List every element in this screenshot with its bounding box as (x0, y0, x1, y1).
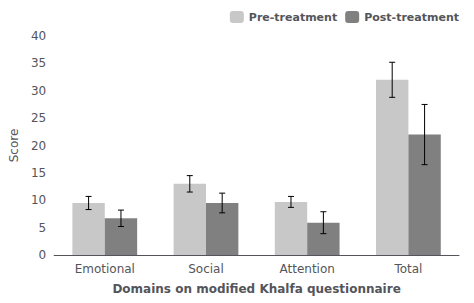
svg-text:Total: Total (393, 262, 422, 276)
svg-text:25: 25 (31, 111, 46, 125)
svg-text:0: 0 (39, 248, 47, 262)
svg-text:5: 5 (39, 221, 47, 235)
svg-text:Domains on modified Khalfa que: Domains on modified Khalfa questionnaire (112, 282, 400, 296)
svg-text:Score: Score (7, 129, 21, 163)
svg-text:40: 40 (31, 29, 46, 43)
svg-text:Emotional: Emotional (75, 262, 135, 276)
svg-text:20: 20 (31, 139, 46, 153)
svg-text:10: 10 (31, 193, 46, 207)
svg-text:30: 30 (31, 84, 46, 98)
svg-text:Post-treatment: Post-treatment (364, 11, 459, 24)
svg-text:35: 35 (31, 56, 46, 70)
svg-text:Pre-treatment: Pre-treatment (249, 11, 337, 24)
svg-text:Social: Social (188, 262, 224, 276)
svg-text:Attention: Attention (279, 262, 334, 276)
svg-text:15: 15 (31, 166, 46, 180)
